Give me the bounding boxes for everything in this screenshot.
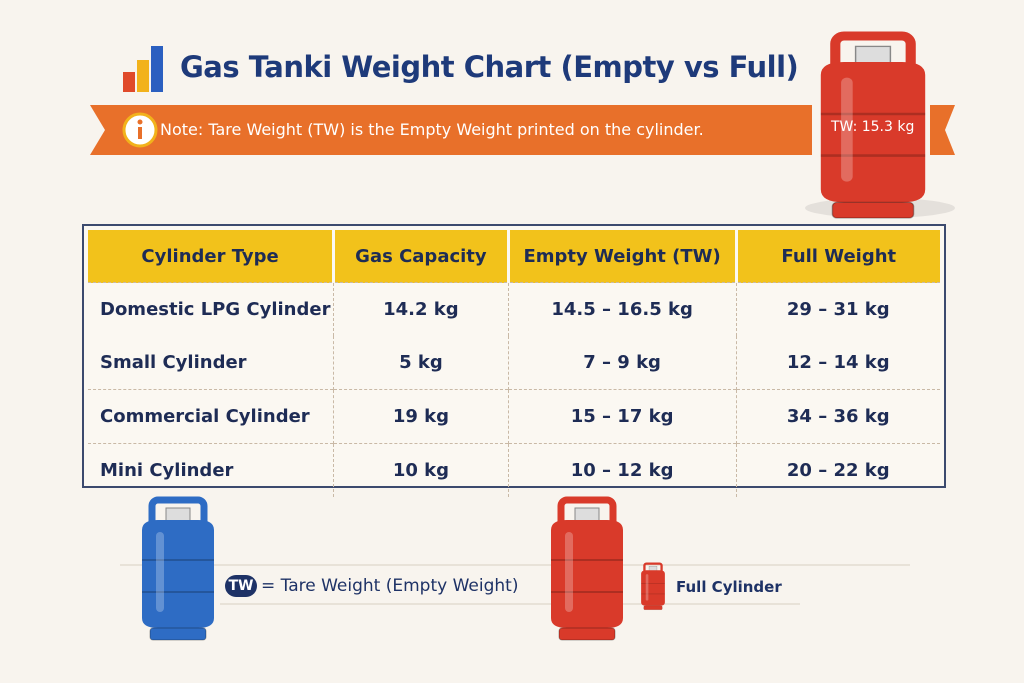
- table-cell: Mini Cylinder: [88, 443, 334, 497]
- table-cell: 12 – 14 kg: [735, 336, 940, 390]
- legend-text: Full Cylinder: [676, 578, 782, 596]
- table-row: Mini Cylinder 10 kg 10 – 12 kg 20 – 22 kg: [88, 443, 940, 497]
- header-row: Cylinder Type Gas Capacity Empty Weight (T…: [88, 230, 940, 283]
- table-cell: 19 kg: [333, 389, 509, 444]
- table-cell: 10 kg: [333, 443, 509, 497]
- table-frame: Cylinder Type Gas Capacity Empty Weight (T…: [82, 224, 946, 497]
- note-banner: [90, 105, 812, 155]
- note: Note: Tare Weight (TW) is the Empty Weig…: [160, 120, 704, 139]
- blue-cylinder: [142, 500, 214, 640]
- red-cylinder: [551, 500, 623, 640]
- column-header: Full Weight: [734, 230, 940, 283]
- table-cell: 10 – 12 kg: [507, 443, 737, 497]
- cylinder-label: TW: 15.3 kg: [831, 119, 915, 135]
- info-icon: [122, 112, 158, 148]
- table-cell: Small Cylinder: [100, 352, 247, 373]
- column-header: Empty Weight (TW): [506, 230, 737, 283]
- table-row: Domestic LPG Cylinder 14.2 kg 14.5 – 16.5 …: [88, 282, 940, 336]
- chart-icon: [123, 46, 163, 92]
- table-cell: 7 – 9 kg: [507, 336, 737, 390]
- table-cell: 14.5 – 16.5 kg: [507, 282, 737, 336]
- small-cylinder: [639, 562, 667, 611]
- legend-text: = Tare Weight (Empty Weight): [261, 576, 519, 596]
- weight-table: Cylinder Type Gas Capacity Empty Weight (T…: [88, 230, 940, 497]
- table-cell: Domestic LPG Cylinder: [88, 282, 334, 336]
- table-cell: Commercial Cylinder: [88, 389, 334, 444]
- title: Gas Tanki Weight Chart (Empty vs Full): [180, 50, 799, 84]
- table-cell: 14.2 kg: [333, 282, 509, 336]
- table-cell: 15 – 17 kg: [507, 389, 737, 444]
- table-cell: 34 – 36 kg: [735, 389, 940, 444]
- table-row: Small Cylinder 5 kg 7 – 9 kg 12 – 14 kg: [88, 336, 940, 390]
- column-header: Gas Capacity: [332, 230, 509, 283]
- table-row: Commercial Cylinder 19 kg 15 – 17 kg 34 – 3…: [88, 389, 940, 444]
- column-header: Cylinder Type: [88, 230, 334, 283]
- legend-badge: TW: [225, 575, 257, 597]
- table-cell: 20 – 22 kg: [735, 443, 940, 497]
- table-cell: 5 kg: [333, 336, 509, 390]
- table-cell: 29 – 31 kg: [735, 282, 940, 336]
- banner-tail: [930, 105, 955, 155]
